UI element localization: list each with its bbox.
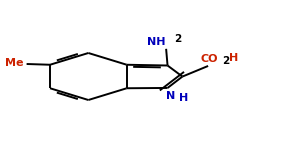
Text: H: H — [179, 93, 188, 103]
Text: CO: CO — [201, 54, 218, 64]
Text: 2: 2 — [222, 56, 229, 65]
Text: H: H — [229, 53, 238, 63]
Text: N: N — [166, 91, 175, 101]
Text: NH: NH — [147, 37, 165, 47]
Text: Me: Me — [5, 58, 24, 68]
Text: 2: 2 — [174, 34, 181, 44]
